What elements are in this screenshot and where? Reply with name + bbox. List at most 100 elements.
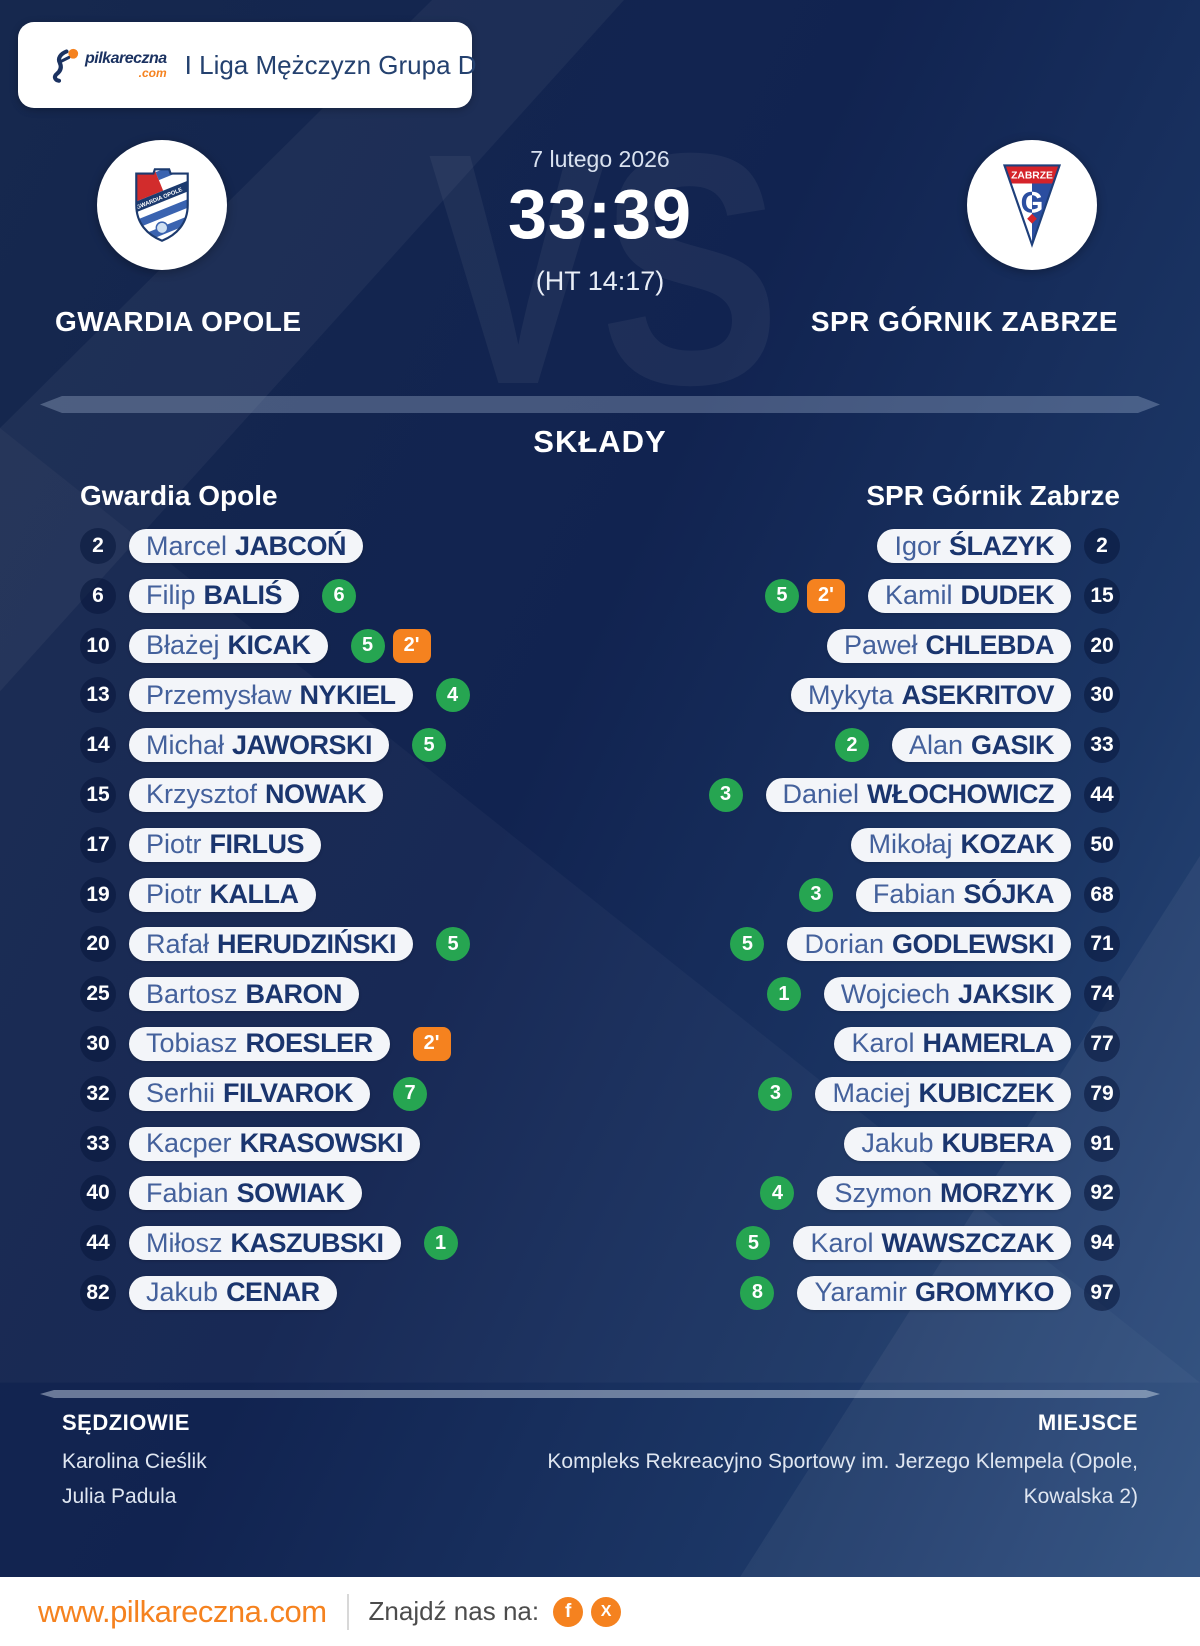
section-divider bbox=[40, 396, 1160, 413]
player-pill: Igor ŚLAZYK bbox=[877, 529, 1071, 563]
league-header-card: pilkareczna .com I Liga Mężczyzn Grupa D bbox=[18, 22, 477, 108]
player-badges: 1 bbox=[423, 1226, 458, 1261]
player-last-name: ŚLAZYK bbox=[949, 530, 1055, 561]
player-first-name: Filip bbox=[146, 580, 196, 611]
bottom-bar: www.pilkareczna.com Znajdź nas na: f X bbox=[0, 1577, 1200, 1646]
player-row: 30 Mykyta ASEKRITOV bbox=[0, 677, 1200, 714]
player-last-name: ROESLER bbox=[245, 1028, 374, 1059]
player-number: 91 bbox=[1084, 1125, 1120, 1162]
goals-badge: 3 bbox=[758, 1076, 793, 1111]
website-link[interactable]: www.pilkareczna.com bbox=[38, 1593, 327, 1629]
away-lineup-list: 2 Igor ŚLAZYK 15 Kamil DUDEK 5 2' 20 Paw… bbox=[0, 528, 1200, 1311]
player-pill: Wojciech JAKSIK bbox=[823, 977, 1071, 1012]
player-pill: Fabian SOWIAK bbox=[129, 1176, 362, 1211]
gwardia-opole-crest-icon: GWARDIA OPOLE bbox=[135, 168, 189, 242]
player-last-name: FIRLUS bbox=[209, 829, 305, 860]
suspension-badge: 2' bbox=[392, 628, 431, 663]
player-row: 10 Błażej KICAK 5 2' bbox=[0, 627, 1200, 664]
player-badges: 5 2' bbox=[350, 628, 431, 663]
player-badges: 3 bbox=[708, 777, 743, 812]
player-first-name: Krzysztof bbox=[146, 779, 258, 810]
goals-badge: 2 bbox=[834, 728, 869, 763]
player-pill: Marcel JABCOŃ bbox=[129, 529, 364, 563]
player-number: 25 bbox=[80, 976, 116, 1013]
player-row: 33 Alan GASIK 2 bbox=[0, 727, 1200, 764]
player-number: 15 bbox=[1084, 577, 1120, 614]
player-row: 20 Rafał HERUDZIŃSKI 5 bbox=[0, 926, 1200, 963]
home-lineup-title: Gwardia Opole bbox=[80, 480, 278, 511]
player-badges: 7 bbox=[393, 1076, 428, 1111]
player-row: 82 Jakub CENAR bbox=[0, 1274, 1200, 1311]
player-first-name: Paweł bbox=[843, 630, 918, 661]
player-number: 2 bbox=[80, 528, 116, 564]
goals-badge: 5 bbox=[436, 927, 471, 962]
goals-badge: 6 bbox=[322, 578, 357, 613]
player-row: 40 Fabian SOWIAK bbox=[0, 1175, 1200, 1212]
player-badges: 6 bbox=[322, 578, 357, 613]
footer-divider bbox=[40, 1390, 1160, 1398]
player-pill: Michał JAWORSKI bbox=[129, 728, 390, 763]
player-number: 32 bbox=[80, 1075, 116, 1112]
player-number: 6 bbox=[80, 577, 116, 614]
logo-tld: .com bbox=[138, 66, 167, 80]
player-first-name: Kacper bbox=[146, 1128, 232, 1159]
venue-block: MIEJSCE Kompleks Rekreacyjno Sportowy im… bbox=[547, 1410, 1138, 1520]
player-badges: 5 bbox=[736, 1226, 771, 1261]
facebook-icon[interactable]: f bbox=[553, 1596, 584, 1627]
player-pill: Fabian SÓJKA bbox=[855, 877, 1071, 912]
player-row: 77 Karol HAMERLA bbox=[0, 1025, 1200, 1062]
player-last-name: HAMERLA bbox=[922, 1028, 1055, 1059]
player-row: 25 Bartosz BARON bbox=[0, 976, 1200, 1013]
player-first-name: Igor bbox=[894, 530, 941, 561]
player-number: 94 bbox=[1084, 1225, 1120, 1262]
player-last-name: KASZUBSKI bbox=[230, 1227, 385, 1258]
x-twitter-icon[interactable]: X bbox=[591, 1596, 622, 1627]
player-pill: Daniel WŁOCHOWICZ bbox=[765, 777, 1071, 812]
player-badges: 5 bbox=[730, 927, 765, 962]
player-last-name: SOWIAK bbox=[236, 1177, 346, 1208]
player-row: 30 Tobiasz ROESLER 2' bbox=[0, 1025, 1200, 1062]
player-last-name: KRASOWSKI bbox=[239, 1128, 404, 1159]
player-number: 33 bbox=[1084, 727, 1120, 764]
player-badges: 8 bbox=[740, 1275, 775, 1310]
player-pill: Karol WAWSZCZAK bbox=[793, 1226, 1071, 1261]
goals-badge: 3 bbox=[798, 877, 833, 912]
player-pill: Kacper KRASOWSKI bbox=[129, 1126, 421, 1161]
player-first-name: Bartosz bbox=[146, 978, 238, 1009]
player-row: 15 Kamil DUDEK 5 2' bbox=[0, 577, 1200, 614]
player-pill: Mykyta ASEKRITOV bbox=[790, 678, 1071, 713]
player-badges: 1 bbox=[766, 977, 801, 1012]
player-first-name: Kamil bbox=[884, 580, 953, 611]
find-us-label: Znajdź nas na: bbox=[368, 1596, 540, 1626]
player-badges: 5 2' bbox=[764, 578, 845, 613]
player-badges: 5 bbox=[412, 728, 447, 763]
player-row: 92 Szymon MORZYK 4 bbox=[0, 1175, 1200, 1212]
player-pill: Alan GASIK bbox=[891, 728, 1071, 763]
player-first-name: Michał bbox=[146, 729, 225, 760]
player-last-name: KUBICZEK bbox=[918, 1078, 1055, 1109]
player-row: 50 Mikołaj KOZAK bbox=[0, 826, 1200, 863]
player-last-name: SÓJKA bbox=[963, 879, 1054, 910]
player-last-name: KICAK bbox=[227, 630, 312, 661]
player-badges: 3 bbox=[798, 877, 833, 912]
player-first-name: Piotr bbox=[146, 829, 202, 860]
player-last-name: MORZYK bbox=[940, 1177, 1055, 1208]
goals-badge: 8 bbox=[740, 1275, 775, 1310]
player-pill: Bartosz BARON bbox=[129, 977, 360, 1012]
player-last-name: JABCOŃ bbox=[235, 530, 347, 561]
svg-text:ZABRZE: ZABRZE bbox=[1011, 170, 1053, 181]
player-number: 13 bbox=[80, 677, 116, 714]
player-first-name: Mikołaj bbox=[868, 829, 953, 860]
home-lineup-list: 2 Marcel JABCOŃ 6 Filip BALIŚ 6 10 Błaże… bbox=[0, 528, 1200, 1311]
player-row: 14 Michał JAWORSKI 5 bbox=[0, 727, 1200, 764]
player-row: 74 Wojciech JAKSIK 1 bbox=[0, 976, 1200, 1013]
player-row: 15 Krzysztof NOWAK bbox=[0, 776, 1200, 813]
player-pill: Dorian GODLEWSKI bbox=[787, 927, 1071, 962]
halftime-score: (HT 14:17) bbox=[535, 266, 665, 296]
player-pill: Jakub CENAR bbox=[129, 1275, 337, 1310]
player-row: 94 Karol WAWSZCZAK 5 bbox=[0, 1225, 1200, 1262]
player-row: 6 Filip BALIŚ 6 bbox=[0, 577, 1200, 614]
match-date: 7 lutego 2026 bbox=[530, 146, 670, 172]
player-first-name: Jakub bbox=[146, 1277, 219, 1308]
